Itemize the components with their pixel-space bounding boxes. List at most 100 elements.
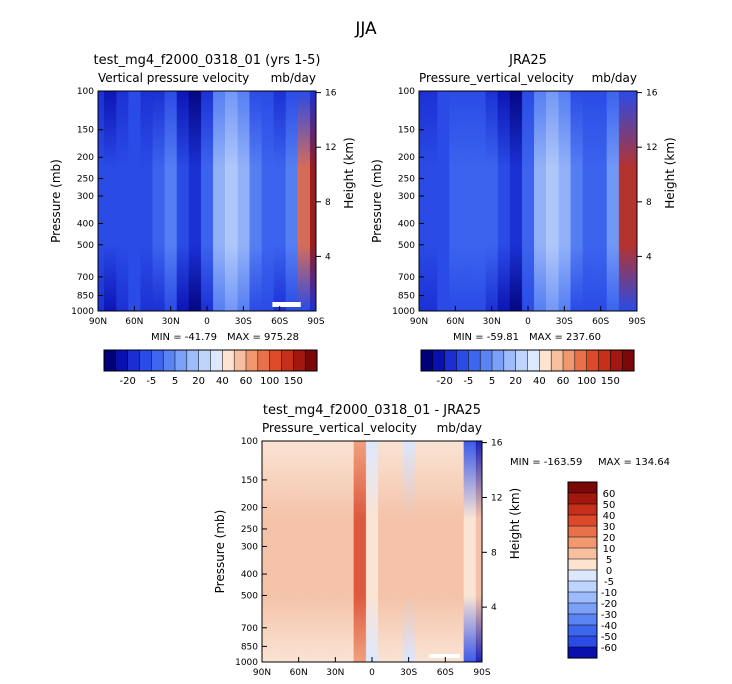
colorbar-swatch: [567, 525, 598, 538]
x-tick-label: 30N: [162, 317, 180, 327]
field-band: [237, 91, 251, 311]
colorbar-label: 10: [603, 544, 616, 555]
field-band: [353, 441, 367, 662]
p-tick-label: 700: [241, 624, 258, 634]
y-axis-right-label: Height (km): [508, 488, 522, 559]
chart-title: JRA25: [508, 53, 547, 68]
colorbar-swatch: [281, 349, 294, 372]
colorbar-label: -20: [601, 599, 617, 610]
colorbar-swatch: [479, 349, 493, 372]
min-label: MIN = -41.79: [151, 332, 217, 343]
h-tick-label: 12: [325, 143, 336, 153]
figure-title: JJA: [354, 19, 377, 39]
colorbar-label: -50: [601, 632, 617, 643]
colorbar-swatch: [550, 349, 564, 372]
colorbar-swatch: [567, 558, 598, 571]
field-band: [439, 441, 453, 662]
colorbar-label: 30: [603, 522, 616, 533]
field-band: [594, 91, 608, 311]
max-label: MAX = 134.64: [598, 457, 670, 468]
colorbar-label: 50: [603, 500, 616, 511]
field-band: [164, 91, 178, 311]
field-band: [261, 91, 275, 311]
colorbar-swatch: [115, 349, 129, 372]
colorbar-label: 100: [577, 376, 596, 387]
p-tick-label: 100: [241, 437, 258, 447]
h-tick-label: 4: [325, 252, 331, 262]
field-band: [152, 91, 166, 311]
colorbar-label: -20: [436, 376, 452, 387]
colorbar-swatch: [567, 503, 598, 516]
colorbar-swatch: [162, 349, 176, 372]
field-layer: [419, 91, 637, 311]
field-band: [297, 91, 311, 311]
colorbar-label: -5: [146, 376, 156, 387]
colorbar-swatch: [567, 635, 598, 648]
colorbar-swatch: [567, 536, 598, 549]
p-tick-label: 300: [77, 192, 94, 202]
field-band: [128, 91, 142, 311]
field-band: [509, 91, 523, 311]
min-label: MIN = -163.59: [510, 457, 582, 468]
h-tick-label: 4: [491, 603, 497, 613]
p-tick-label: 400: [241, 570, 258, 580]
x-tick-label: 30S: [400, 668, 417, 678]
colorbar-label: 40: [603, 511, 616, 522]
p-tick-label: 250: [398, 175, 415, 185]
p-tick-label: 250: [77, 175, 94, 185]
colorbar-swatch: [567, 580, 598, 593]
p-tick-label: 200: [398, 153, 415, 163]
colorbar-label: 5: [489, 376, 495, 387]
y-axis-label: Pressure (mb): [370, 159, 384, 243]
max-label: MAX = 237.60: [529, 332, 601, 343]
field-band: [475, 441, 482, 662]
field-band: [116, 91, 130, 311]
colorbar-label: 40: [216, 376, 229, 387]
p-tick-label: 300: [241, 542, 258, 552]
colorbar-label: -5: [463, 376, 473, 387]
colorbar-swatch: [432, 349, 446, 372]
colorbar-swatch: [567, 646, 598, 659]
field-band: [329, 441, 343, 662]
field-band: [402, 441, 416, 662]
colorbar-label: -40: [601, 621, 617, 632]
colorbar-swatch: [567, 602, 598, 615]
colorbar-swatch: [222, 349, 235, 372]
y-axis-label: Pressure (mb): [49, 159, 63, 243]
field-band: [485, 91, 499, 311]
field-band: [419, 91, 426, 311]
colorbar-swatch: [567, 492, 598, 505]
h-tick-label: 4: [646, 252, 652, 262]
field-band: [473, 91, 487, 311]
field-layer: [98, 91, 316, 311]
colorbar-swatch: [567, 613, 598, 626]
p-tick-label: 700: [398, 273, 415, 283]
colorbar-swatch: [527, 349, 540, 372]
field-band: [582, 91, 596, 311]
field-band: [262, 441, 269, 662]
colorbar-label: -10: [601, 588, 617, 599]
field-layer: [262, 441, 482, 662]
colorbar-swatch: [567, 514, 598, 527]
colorbar-label: -20: [119, 376, 135, 387]
charts-layer: test_mg4_f2000_0318_01 (yrs 1-5) Vertical…: [49, 53, 677, 678]
colorbar-swatch: [257, 349, 271, 372]
h-tick-label: 12: [491, 493, 502, 503]
field-band: [317, 441, 331, 662]
field-band: [273, 91, 287, 311]
p-tick-label: 1000: [392, 307, 415, 317]
colorbar-swatch: [444, 349, 458, 372]
colorbar-swatch: [468, 349, 481, 372]
field-band: [213, 91, 226, 311]
field-band: [425, 91, 438, 311]
p-tick-label: 250: [241, 525, 258, 535]
min-label: MIN = -59.81: [453, 332, 519, 343]
field-band: [451, 441, 465, 662]
x-tick-label: 30N: [326, 668, 344, 678]
x-tick-label: 90S: [307, 317, 324, 327]
colorbar-label: 150: [601, 376, 620, 387]
field-band: [378, 441, 392, 662]
h-tick-label: 16: [646, 89, 658, 99]
colorbar-swatch: [598, 349, 611, 372]
chart-title: test_mg4_f2000_0318_01 - JRA25: [263, 403, 481, 418]
